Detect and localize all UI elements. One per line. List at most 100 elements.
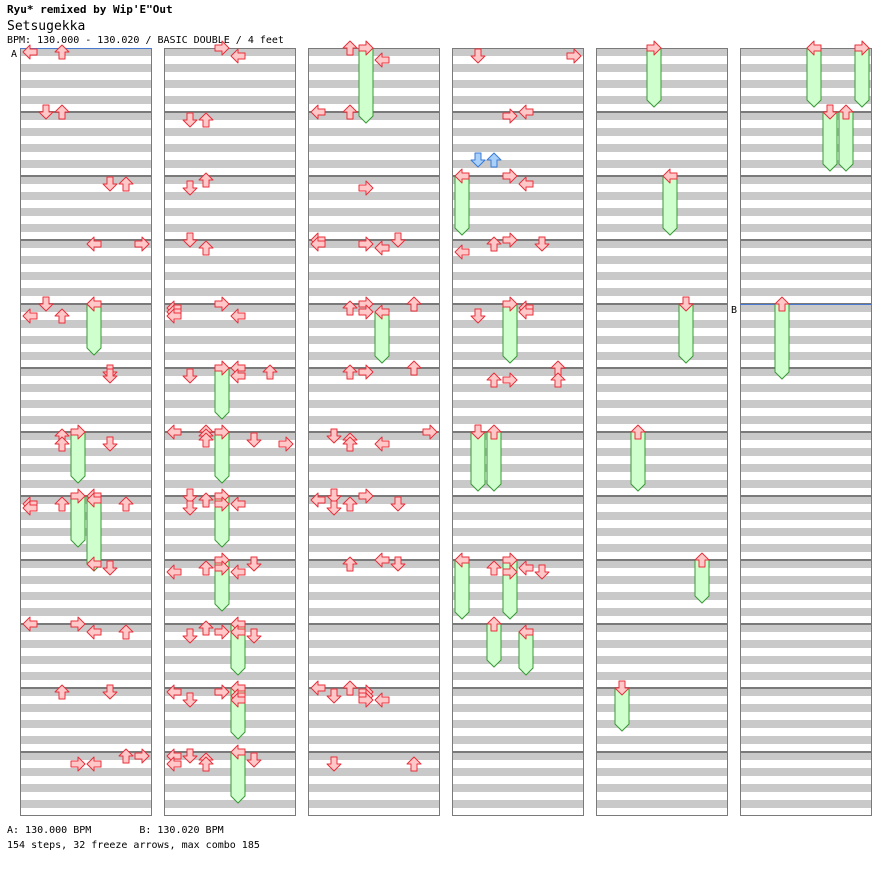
beat-stripe: [596, 752, 728, 760]
beat-stripe: [596, 560, 728, 568]
step-arrow-d: [182, 748, 198, 764]
step-arrow-u: [406, 756, 422, 772]
song-name: Setsugekka: [7, 19, 86, 34]
step-arrow-d: [470, 424, 486, 440]
arrow-shape: [118, 496, 134, 512]
beat-stripe: [308, 208, 440, 216]
beat-stripe: [20, 672, 152, 680]
beat-stripe: [596, 272, 728, 280]
beat-stripe: [452, 656, 584, 664]
measure-border: [596, 176, 728, 240]
beat-stripe: [740, 736, 872, 744]
beat-stripe: [20, 448, 152, 456]
beat-stripe: [452, 256, 584, 264]
beat-stripe: [452, 288, 584, 296]
beat-stripe: [452, 320, 584, 328]
beat-stripe: [20, 624, 152, 632]
beat-stripe: [308, 304, 440, 312]
freeze-arrow: [454, 168, 470, 236]
beat-stripe: [740, 176, 872, 184]
beat-stripe: [452, 784, 584, 792]
beat-stripe: [308, 464, 440, 472]
measure-border: [596, 624, 728, 688]
measure-border: [740, 624, 872, 688]
step-arrow-r: [70, 424, 86, 440]
arrow-shape: [614, 680, 630, 696]
beat-stripe: [20, 544, 152, 552]
beat-stripe: [740, 752, 872, 760]
arrow-shape: [198, 560, 214, 576]
beat-stripe: [452, 192, 584, 200]
beat-stripe: [308, 592, 440, 600]
step-arrow-d: [102, 560, 118, 576]
freeze-arrow: [454, 552, 470, 620]
freeze-arrow: [374, 304, 390, 364]
beat-stripe: [308, 688, 440, 696]
beat-stripe: [740, 720, 872, 728]
measure-border: [20, 176, 152, 240]
measure-border: [20, 752, 152, 816]
beat-stripe: [452, 96, 584, 104]
arrow-shape: [342, 436, 358, 452]
step-arrow-l: [166, 684, 182, 700]
beat-stripe: [308, 112, 440, 120]
measure-border: [308, 112, 440, 176]
step-arrow-d: [614, 680, 630, 696]
step-arrow-d: [102, 684, 118, 700]
bpm-a-label: A: 130.000 BPM: [7, 825, 92, 836]
step-arrow-u: [694, 552, 710, 568]
arrow-shape: [694, 552, 710, 568]
freeze-body: [678, 303, 694, 364]
beat-stripe: [596, 304, 728, 312]
arrow-shape: [326, 500, 342, 516]
arrow-shape: [374, 240, 390, 256]
measure-border: [452, 432, 584, 496]
step-arrow-d: [246, 432, 262, 448]
beat-stripe: [740, 512, 872, 520]
beat-stripe: [20, 688, 152, 696]
beat-stripe: [20, 512, 152, 520]
beat-stripe: [308, 432, 440, 440]
arrow-shape: [566, 48, 582, 64]
beat-stripe: [596, 112, 728, 120]
beat-stripe: [740, 800, 872, 808]
arrow-shape: [502, 108, 518, 124]
beat-stripe: [596, 96, 728, 104]
arrow-shape: [518, 176, 534, 192]
arrow-shape: [182, 232, 198, 248]
freeze-arrow: [486, 616, 502, 668]
measure-border: [452, 688, 584, 752]
step-arrow-l: [166, 424, 182, 440]
freeze-body: [502, 303, 518, 364]
step-arrow-d: [182, 500, 198, 516]
beat-stripe: [452, 432, 584, 440]
step-arrow-l: [374, 552, 390, 568]
beat-stripe: [596, 48, 728, 56]
measure-border: [740, 752, 872, 816]
beat-stripe: [164, 576, 296, 584]
arrow-shape: [198, 620, 214, 636]
beat-stripe: [452, 736, 584, 744]
beat-stripe: [164, 432, 296, 440]
beat-stripe: [452, 640, 584, 648]
arrow-shape: [70, 488, 86, 504]
beat-stripe: [164, 528, 296, 536]
beat-stripe: [596, 336, 728, 344]
step-arrow-u: [630, 424, 646, 440]
arrow-shape: [806, 40, 822, 56]
beat-stripe: [452, 144, 584, 152]
arrow-shape: [518, 104, 534, 120]
arrow-shape: [550, 372, 566, 388]
step-arrow-r: [134, 748, 150, 764]
arrow-shape: [358, 692, 374, 708]
beat-stripe: [740, 784, 872, 792]
beat-stripe: [308, 544, 440, 552]
arrow-shape: [502, 296, 518, 312]
beat-stripe: [164, 352, 296, 360]
beat-stripe: [740, 48, 872, 56]
measure-border: [740, 48, 872, 112]
arrow-shape: [166, 564, 182, 580]
beat-stripe: [20, 96, 152, 104]
arrow-shape: [182, 368, 198, 384]
